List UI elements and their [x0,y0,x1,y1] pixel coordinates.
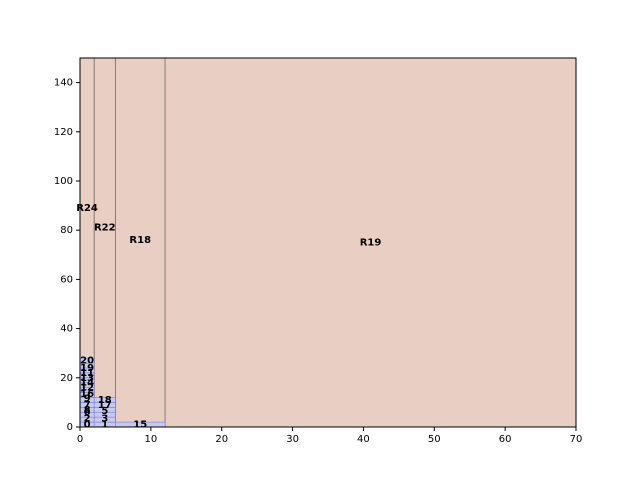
y-axis: 0 20 40 60 80 100 120 140 [54,78,80,433]
cell-label: 2 [84,413,91,424]
x-tick-label: 40 [357,434,370,445]
cell-label: 18 [98,395,112,406]
x-tick-label: 30 [286,434,299,445]
cell-label: 5 [101,406,108,417]
cell-label: 16 [80,389,94,400]
labels-layer: R19R18R22R240268791612141311192013517181… [76,203,381,430]
cell-label: 8 [84,405,91,416]
cell-label: 12 [80,383,94,394]
x-tick-label: 50 [428,434,441,445]
cell-label: 0 [84,420,91,431]
cell-label: 11 [80,368,94,379]
y-tick-label: 40 [60,324,73,335]
region-r22 [93,57,116,428]
region-label: R22 [94,223,116,234]
y-tick-label: 100 [54,176,73,187]
plot-frame [79,57,577,428]
x-tick-label: 0 [77,434,83,445]
region-label: R24 [76,203,98,214]
cell-label: 15 [133,420,147,431]
cells-layer [79,357,166,428]
cell-label: 9 [84,394,91,405]
x-axis: 0 10 20 30 40 50 60 70 [77,427,583,445]
y-tick-label: 20 [60,373,73,384]
x-tick-label: 10 [144,434,157,445]
y-tick-label: 60 [60,274,73,285]
cell-label: 3 [101,413,108,424]
y-tick-label: 120 [54,127,73,138]
cell-rect [93,397,116,403]
cell-label: 19 [80,363,94,374]
y-tick-label: 80 [60,225,73,236]
y-tick-label: 0 [67,422,73,433]
cell-label: 20 [80,356,94,367]
cell-label: 13 [80,373,94,384]
region-label: R19 [360,238,382,249]
x-tick-label: 70 [570,434,583,445]
cell-label: 1 [101,420,108,431]
region-r19 [164,57,577,428]
cell-label: 6 [84,407,91,418]
cell-label: 14 [80,378,94,389]
regions-layer [79,57,577,428]
region-label: R18 [129,235,151,246]
cell-label: 7 [84,400,91,411]
x-tick-label: 20 [215,434,228,445]
cell-label: 17 [98,400,112,411]
x-tick-label: 60 [499,434,512,445]
y-tick-label: 140 [54,78,73,89]
